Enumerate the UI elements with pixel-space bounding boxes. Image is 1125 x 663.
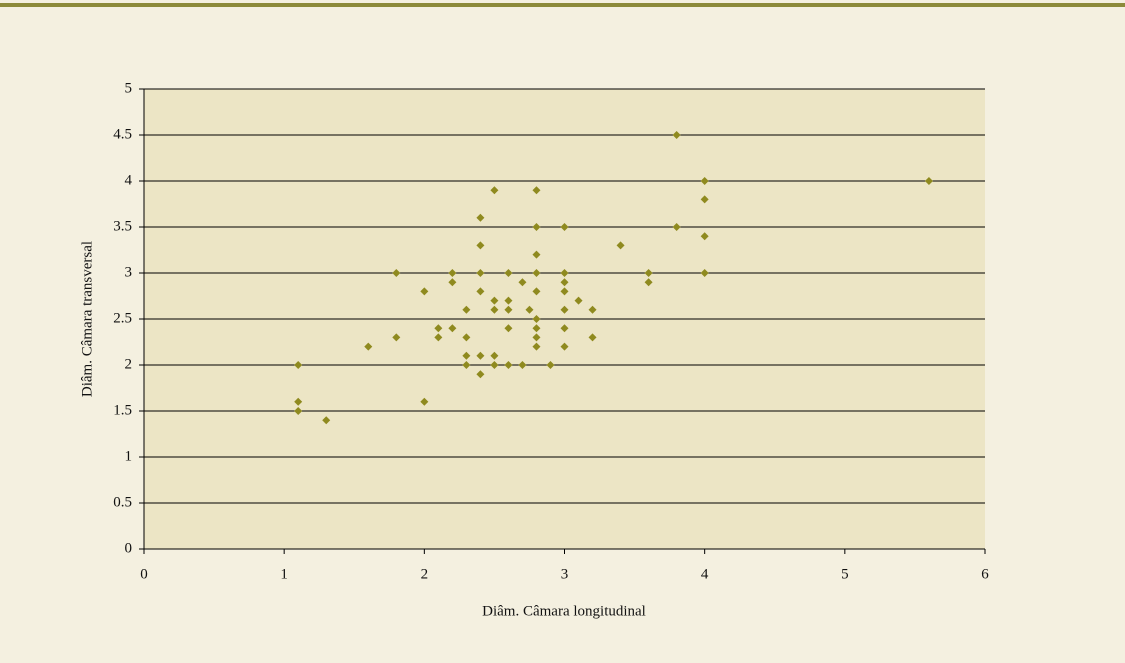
point <box>560 223 569 231</box>
point <box>588 333 597 342</box>
point <box>504 296 513 305</box>
y-tick-label: 1.5 <box>113 402 132 418</box>
point <box>560 269 569 277</box>
point <box>490 305 499 314</box>
point <box>672 131 681 139</box>
y-tick-label: 3.5 <box>113 218 132 234</box>
point <box>462 333 471 342</box>
point <box>700 177 709 185</box>
point <box>434 324 443 333</box>
point <box>574 296 583 305</box>
point <box>532 250 541 259</box>
point <box>560 305 569 314</box>
point <box>392 333 401 342</box>
point <box>560 342 569 351</box>
point <box>476 370 485 379</box>
x-tick-label: 3 <box>561 566 569 582</box>
point <box>700 269 709 277</box>
point <box>294 361 303 369</box>
y-tick-label: 3 <box>125 264 133 280</box>
point <box>560 324 569 333</box>
point <box>462 305 471 314</box>
x-tick-label: 4 <box>701 566 709 582</box>
point <box>672 223 681 231</box>
y-tick-label: 0 <box>125 540 133 556</box>
y-tick-label: 4 <box>125 172 133 188</box>
x-tick-label: 5 <box>841 566 849 582</box>
point <box>322 416 331 425</box>
y-tick-label: 1 <box>125 448 133 464</box>
x-tick-label: 0 <box>140 566 148 582</box>
point <box>525 305 534 314</box>
point <box>504 361 513 369</box>
point <box>364 342 373 351</box>
point <box>588 305 597 314</box>
point <box>420 397 429 406</box>
point <box>644 269 653 277</box>
point <box>546 361 555 369</box>
point <box>294 407 303 415</box>
point <box>476 241 485 250</box>
point <box>448 269 457 277</box>
point <box>504 324 513 333</box>
point <box>560 287 569 296</box>
y-axis-label: Diâm. Câmara transversal <box>79 241 95 397</box>
x-tick-label: 2 <box>421 566 429 582</box>
x-axis-label: Diâm. Câmara longitudinal <box>482 603 646 619</box>
point <box>700 232 709 241</box>
point <box>532 186 541 195</box>
point <box>616 241 625 250</box>
point <box>434 333 443 342</box>
y-tick-label: 0.5 <box>113 494 132 510</box>
point <box>532 315 541 323</box>
y-tick-label: 5 <box>125 80 133 96</box>
point <box>392 269 401 277</box>
point <box>420 287 429 296</box>
point <box>476 287 485 296</box>
point <box>532 342 541 351</box>
point <box>294 397 303 406</box>
point <box>490 361 499 369</box>
point <box>532 223 541 231</box>
point <box>700 195 709 204</box>
top-rule <box>0 3 1125 7</box>
point <box>518 361 527 369</box>
y-tick-label: 2.5 <box>113 310 132 326</box>
x-tick-label: 1 <box>280 566 288 582</box>
point <box>518 278 527 287</box>
point <box>462 351 471 360</box>
point <box>476 213 485 222</box>
point <box>490 186 499 195</box>
x-tick-label: 6 <box>981 566 989 582</box>
point <box>532 269 541 277</box>
point <box>560 278 569 287</box>
point <box>490 296 499 305</box>
point <box>504 269 513 277</box>
point <box>476 351 485 360</box>
point <box>644 278 653 287</box>
point <box>532 333 541 342</box>
point <box>924 177 933 185</box>
y-tick-label: 4.5 <box>113 126 132 142</box>
point <box>532 287 541 296</box>
point <box>462 361 471 369</box>
point <box>476 269 485 277</box>
point <box>532 324 541 333</box>
point <box>504 305 513 314</box>
point <box>490 351 499 360</box>
point <box>448 324 457 333</box>
y-tick-label: 2 <box>125 356 133 372</box>
point <box>448 278 457 287</box>
